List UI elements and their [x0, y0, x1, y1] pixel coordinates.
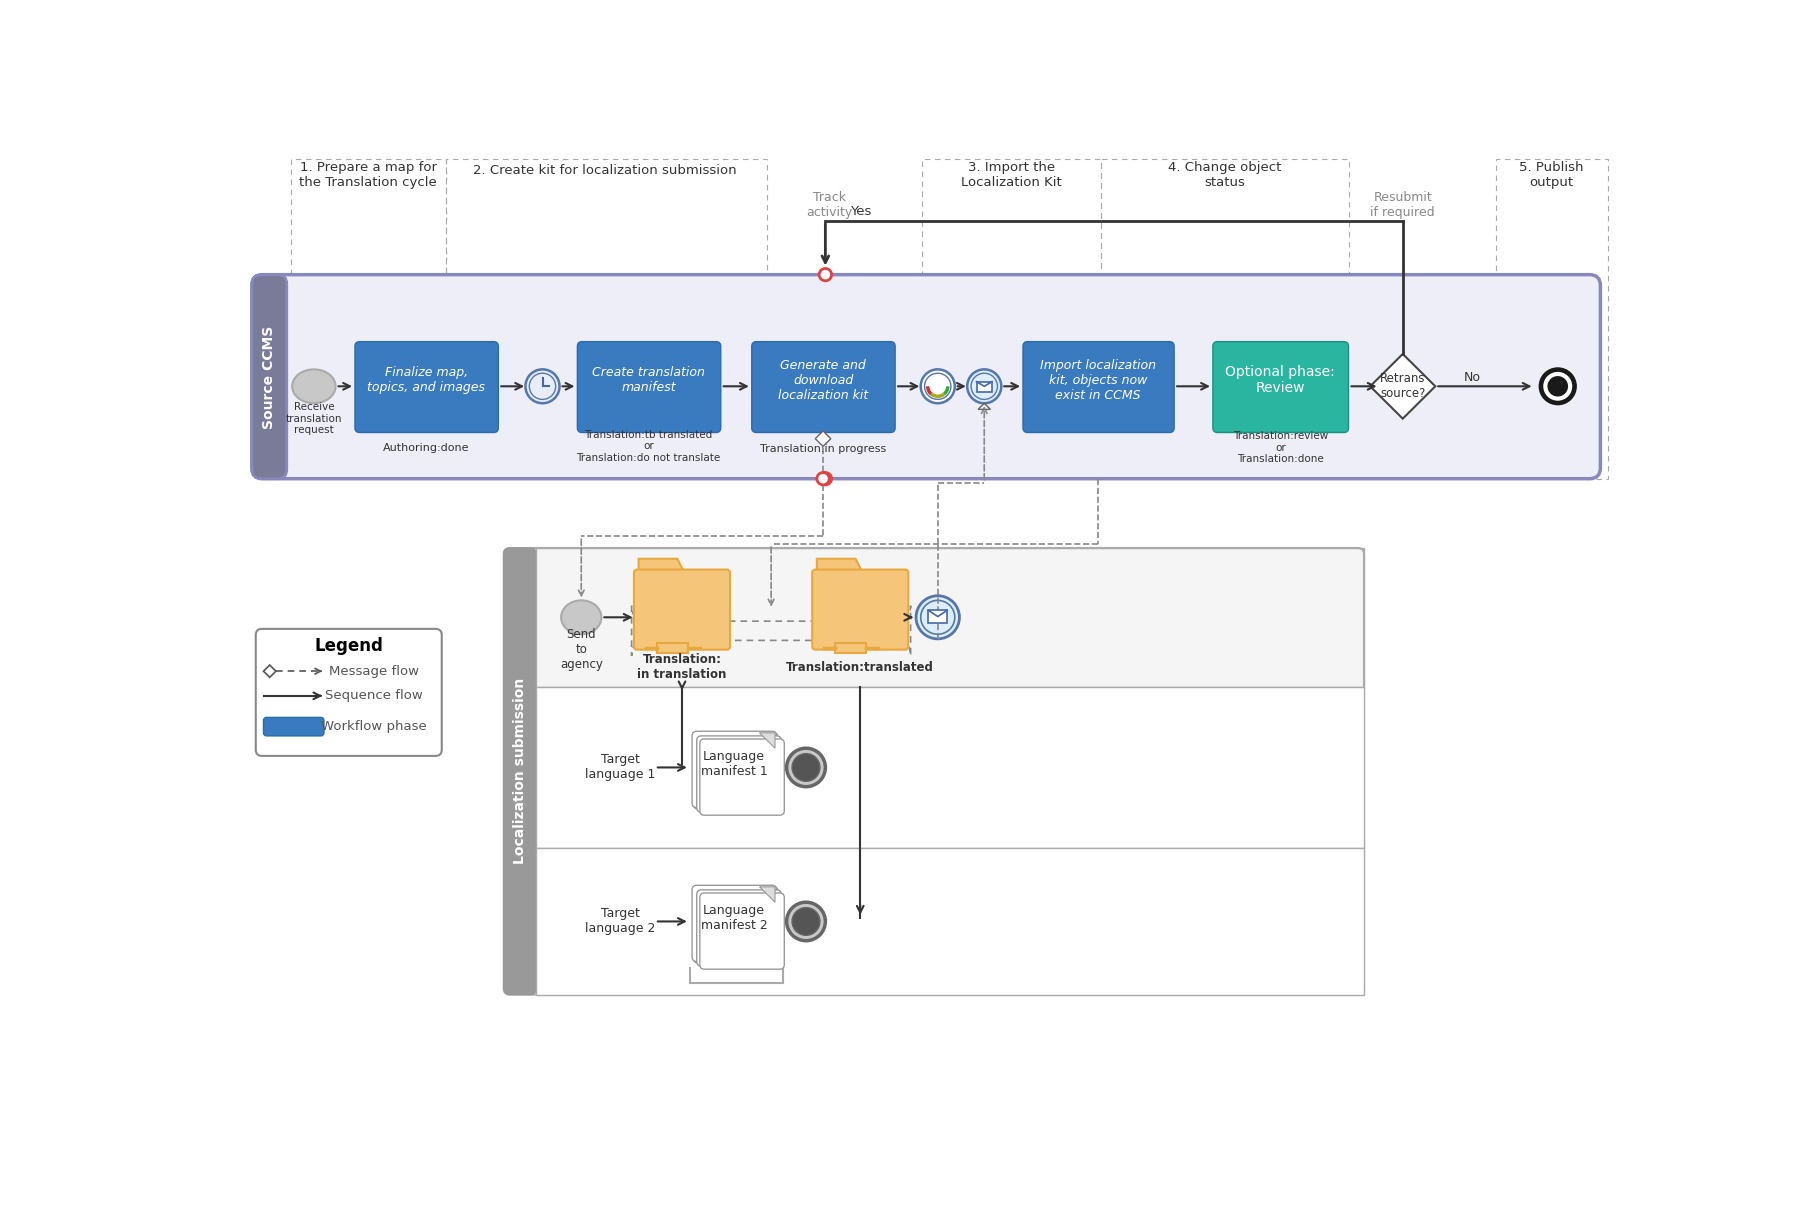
- Bar: [1100, 159, 1348, 478]
- Polygon shape: [816, 558, 861, 571]
- Ellipse shape: [291, 369, 336, 403]
- Text: Translation:translated: Translation:translated: [786, 661, 935, 674]
- Text: 5. Publish
output: 5. Publish output: [1519, 161, 1584, 188]
- FancyBboxPatch shape: [264, 717, 324, 736]
- FancyBboxPatch shape: [1214, 342, 1348, 433]
- Text: Authoring:done: Authoring:done: [383, 443, 469, 453]
- FancyBboxPatch shape: [354, 342, 498, 433]
- Ellipse shape: [561, 600, 601, 635]
- FancyBboxPatch shape: [694, 887, 779, 963]
- Circle shape: [921, 369, 955, 403]
- Polygon shape: [759, 887, 775, 902]
- Text: Receive
translation
request: Receive translation request: [286, 402, 342, 435]
- Bar: [536, 686, 1365, 849]
- FancyBboxPatch shape: [813, 569, 908, 649]
- Text: Message flow: Message flow: [329, 664, 419, 678]
- FancyBboxPatch shape: [503, 549, 1365, 995]
- Text: Language
manifest 2: Language manifest 2: [701, 904, 768, 932]
- Polygon shape: [759, 733, 775, 748]
- Polygon shape: [1370, 354, 1435, 418]
- Text: Legend: Legend: [315, 637, 383, 654]
- Circle shape: [788, 748, 825, 787]
- Text: Import localization
kit, objects now
exist in CCMS: Import localization kit, objects now exi…: [1041, 359, 1156, 402]
- Text: Target
language 1: Target language 1: [584, 754, 654, 781]
- FancyBboxPatch shape: [692, 886, 777, 962]
- Circle shape: [967, 369, 1001, 403]
- FancyBboxPatch shape: [635, 569, 730, 649]
- Text: 1. Prepare a map for
the Translation cycle: 1. Prepare a map for the Translation cyc…: [298, 161, 437, 188]
- Text: Target
language 2: Target language 2: [584, 908, 654, 936]
- Text: Retrans
source?: Retrans source?: [1381, 373, 1426, 400]
- Polygon shape: [814, 430, 831, 446]
- Text: Localization submission: Localization submission: [512, 678, 527, 865]
- Polygon shape: [638, 558, 683, 571]
- Text: Translation:review
or
Translation:done: Translation:review or Translation:done: [1233, 432, 1329, 465]
- Bar: [536, 849, 1365, 995]
- Circle shape: [1544, 374, 1570, 399]
- FancyBboxPatch shape: [252, 274, 286, 478]
- Circle shape: [915, 595, 960, 638]
- FancyBboxPatch shape: [698, 736, 780, 812]
- Circle shape: [525, 369, 559, 403]
- FancyBboxPatch shape: [692, 732, 777, 807]
- Bar: [658, 643, 689, 653]
- Bar: [922, 159, 1100, 478]
- Text: Workflow phase: Workflow phase: [322, 720, 428, 733]
- Circle shape: [793, 754, 820, 781]
- Text: Sequence flow: Sequence flow: [325, 689, 423, 702]
- Text: Language
manifest 1: Language manifest 1: [701, 750, 768, 779]
- Bar: [1496, 159, 1607, 478]
- Bar: [928, 610, 948, 624]
- Text: Optional phase:
Review: Optional phase: Review: [1226, 365, 1336, 395]
- FancyBboxPatch shape: [699, 893, 784, 969]
- Circle shape: [820, 268, 831, 280]
- Circle shape: [816, 472, 829, 485]
- Polygon shape: [264, 665, 275, 678]
- FancyBboxPatch shape: [577, 342, 721, 433]
- FancyBboxPatch shape: [698, 889, 780, 966]
- Circle shape: [788, 902, 825, 941]
- Text: Create translation
manifest: Create translation manifest: [592, 367, 705, 394]
- FancyBboxPatch shape: [252, 274, 1600, 478]
- Text: 4. Change object
status: 4. Change object status: [1169, 161, 1282, 188]
- FancyBboxPatch shape: [752, 342, 895, 433]
- Bar: [446, 159, 768, 478]
- Circle shape: [1541, 369, 1575, 403]
- Text: 3. Import the
Localization Kit: 3. Import the Localization Kit: [960, 161, 1063, 188]
- Bar: [536, 549, 1365, 686]
- Text: Resubmit
if required: Resubmit if required: [1370, 192, 1435, 219]
- Text: Track
activity: Track activity: [806, 192, 852, 219]
- Circle shape: [820, 472, 831, 485]
- Circle shape: [793, 908, 820, 935]
- Text: Yes: Yes: [850, 205, 870, 218]
- FancyBboxPatch shape: [503, 549, 536, 995]
- Text: Source CCMS: Source CCMS: [263, 326, 275, 429]
- FancyBboxPatch shape: [255, 629, 442, 756]
- Bar: [291, 159, 446, 478]
- FancyBboxPatch shape: [1023, 342, 1174, 433]
- Text: Generate and
download
localization kit: Generate and download localization kit: [779, 359, 868, 402]
- Text: Send
to
agency: Send to agency: [559, 629, 602, 672]
- Text: Finalize map,
topics, and images: Finalize map, topics, and images: [367, 367, 485, 394]
- Text: No: No: [1464, 370, 1482, 384]
- FancyBboxPatch shape: [694, 733, 779, 809]
- Bar: [976, 381, 992, 392]
- Text: Translation:in progress: Translation:in progress: [761, 444, 886, 454]
- Text: Translation:tb translated
or
Translation:do not translate: Translation:tb translated or Translation…: [577, 429, 721, 462]
- Text: 2. Create kit for localization submission: 2. Create kit for localization submissio…: [473, 164, 737, 177]
- Bar: [836, 643, 867, 653]
- FancyBboxPatch shape: [699, 739, 784, 815]
- Text: Translation:
in translation: Translation: in translation: [636, 653, 726, 681]
